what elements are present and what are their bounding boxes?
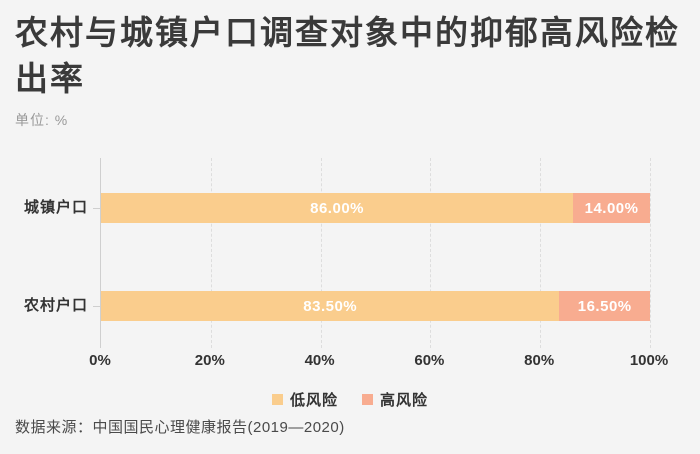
gridline bbox=[210, 158, 212, 348]
category-label: 城镇户口 bbox=[23, 199, 88, 216]
data-source: 数据来源：中国国民心理健康报告(2019—2020) bbox=[15, 419, 345, 436]
x-axis-tick-label: 100% bbox=[629, 352, 669, 369]
x-axis-tick-label: 20% bbox=[194, 352, 225, 369]
bar-row: 86.00% 14.00% bbox=[101, 193, 650, 223]
gridline bbox=[650, 158, 651, 348]
legend-item-high-risk: 高风险 bbox=[362, 389, 428, 410]
axis-tick bbox=[93, 306, 101, 307]
legend-label: 高风险 bbox=[380, 392, 429, 409]
bar-segment-high-risk: 16.50% bbox=[559, 291, 650, 321]
bar-value-label: 14.00% bbox=[584, 199, 639, 217]
bar-segment-low-risk: 83.50% bbox=[101, 291, 560, 321]
bar-row: 83.50% 16.50% bbox=[101, 291, 650, 321]
bar-segment-low-risk: 86.00% bbox=[101, 193, 574, 223]
gridline bbox=[430, 158, 432, 348]
gridline bbox=[540, 158, 542, 348]
category-label: 农村户口 bbox=[23, 297, 88, 314]
legend: 低风险 高风险 bbox=[0, 389, 700, 410]
plot-area: 86.00% 14.00% 83.50% 16.50% bbox=[93, 158, 651, 348]
bar-value-label: 83.50% bbox=[303, 297, 358, 315]
legend-swatch-icon bbox=[271, 394, 283, 405]
bar-value-label: 86.00% bbox=[310, 199, 364, 217]
bar-value-label: 16.50% bbox=[577, 297, 632, 315]
bar-segment-high-risk: 14.00% bbox=[573, 193, 650, 223]
legend-label: 低风险 bbox=[289, 392, 338, 409]
x-axis-tick-label: 80% bbox=[524, 352, 555, 369]
chart-title: 农村与城镇户口调查对象中的抑郁高风险检出率 bbox=[15, 14, 680, 97]
unit-label: 单位: % bbox=[15, 112, 69, 128]
legend-swatch-icon bbox=[362, 394, 373, 405]
x-axis-tick-label: 60% bbox=[414, 352, 445, 369]
x-axis-tick-label: 0% bbox=[89, 352, 111, 369]
axis-tick bbox=[93, 208, 101, 209]
legend-item-low-risk: 低风险 bbox=[271, 389, 338, 410]
gridline bbox=[320, 158, 322, 348]
x-axis-tick-label: 40% bbox=[304, 352, 335, 369]
